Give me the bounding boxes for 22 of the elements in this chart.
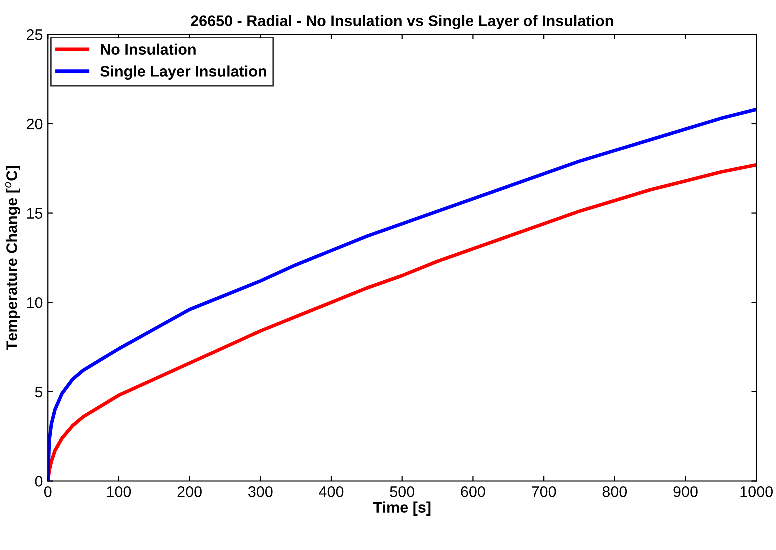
x-tick-label: 400 (319, 486, 344, 498)
x-tick-label: 200 (178, 486, 202, 498)
x-tick-label: 700 (532, 486, 556, 498)
chart-title: 26650 - Radial - No Insulation vs Single Layer of Insulation (191, 15, 614, 30)
y-tick-label: 20 (27, 118, 43, 130)
x-tick-label: 800 (602, 486, 628, 498)
legend-label: No Insulation (101, 44, 196, 56)
x-tick-label: 300 (248, 486, 273, 498)
y-tick-label: 25 (27, 30, 43, 40)
x-tick-label: 0 (44, 486, 52, 498)
y-tick-label: 5 (35, 386, 43, 398)
y-tick-label: 15 (27, 208, 43, 219)
x-tick-label: 900 (674, 486, 698, 498)
legend-label: Single Layer Insulation (100, 66, 266, 80)
y-tick-label: 0 (35, 476, 43, 487)
y-axis-title: Temperature Change [$^{o}$C] (5, 166, 20, 351)
x-tick-label: 600 (461, 486, 486, 498)
x-tick-label: 100 (107, 486, 132, 498)
x-tick-label: 500 (390, 486, 415, 498)
x-tick-label: 1000 (740, 486, 773, 498)
y-tick-label: 10 (27, 297, 43, 308)
x-axis-title: Time [s] (373, 502, 431, 516)
